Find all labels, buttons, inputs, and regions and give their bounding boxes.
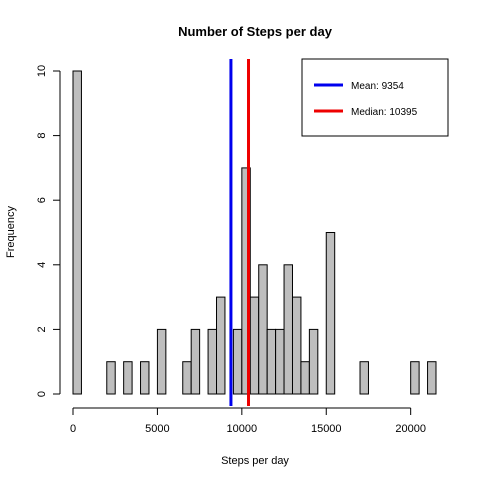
histogram-bar [190, 328, 201, 395]
histogram-bar [156, 328, 167, 395]
histogram-bar [283, 264, 293, 395]
histogram-bar [72, 70, 82, 395]
y-tick-label: 8 [36, 133, 48, 139]
y-axis: 0 2 4 6 8 10 [36, 65, 61, 397]
histogram-bar [300, 361, 310, 395]
histogram-bar [216, 296, 226, 395]
y-tick-label: 0 [36, 391, 48, 397]
y-tick-label: 10 [36, 65, 48, 77]
y-tick-label: 4 [36, 262, 48, 268]
histogram-bars [72, 70, 437, 395]
x-tick-label: 5000 [145, 423, 169, 435]
x-tick-label: 10000 [227, 423, 258, 435]
x-axis: 0 5000 10000 15000 20000 [70, 407, 426, 435]
histogram-bar [258, 264, 268, 395]
histogram-bar [207, 328, 218, 395]
legend-box [301, 58, 449, 137]
histogram-bar [410, 361, 420, 395]
histogram-bar [275, 328, 285, 395]
chart-title: Number of Steps per day [178, 24, 333, 39]
histogram-bar [359, 361, 369, 395]
histogram-bar [291, 296, 302, 395]
histogram-bar [325, 232, 336, 395]
histogram-bar [123, 361, 133, 395]
y-tick-label: 6 [36, 197, 48, 203]
x-axis-label: Steps per day [221, 455, 289, 467]
x-tick-label: 15000 [311, 423, 342, 435]
y-axis-label: Frequency [5, 206, 17, 258]
legend-mean-label: Mean: 9354 [351, 81, 404, 92]
histogram-bar [182, 361, 192, 395]
histogram-bar [140, 361, 150, 395]
x-tick-label: 0 [70, 423, 76, 435]
legend-median-label: Median: 10395 [351, 107, 418, 118]
reference-lines [229, 59, 251, 406]
histogram-bar [241, 167, 251, 395]
histogram-bar [266, 328, 277, 395]
y-tick-label: 2 [36, 326, 48, 332]
legend: Mean: 9354 Median: 10395 [301, 58, 449, 137]
histogram-bar [249, 296, 260, 395]
histogram-bar [232, 328, 243, 395]
histogram-bar [308, 328, 319, 395]
histogram-bar [427, 361, 437, 395]
x-tick-label: 20000 [395, 423, 426, 435]
histogram-bar [106, 361, 116, 395]
